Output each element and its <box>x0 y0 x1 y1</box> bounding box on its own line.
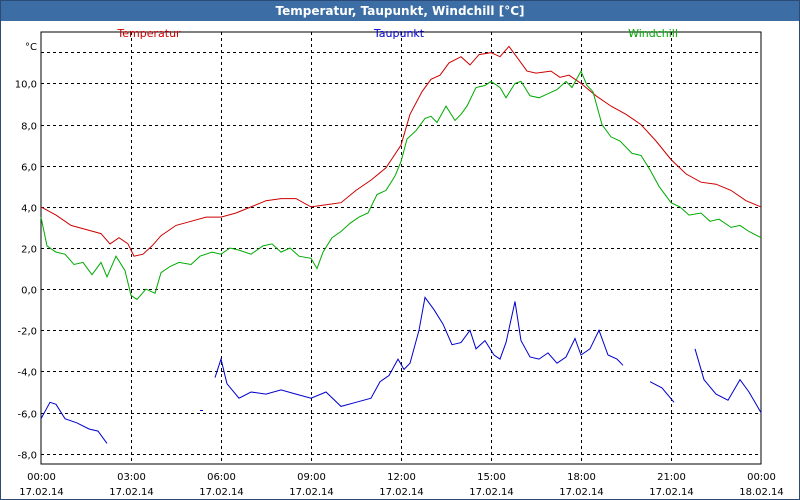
y-tick-label: 2,0 <box>21 245 37 256</box>
window-title: Temperatur, Taupunkt, Windchill [°C] <box>1 1 799 21</box>
legend-taupunkt: Taupunkt <box>373 27 425 40</box>
x-tick-date: 17.02.14 <box>109 487 154 498</box>
legend-temperatur: Temperatur <box>116 27 181 40</box>
x-tick-date: 17.02.14 <box>379 487 424 498</box>
legend-windchill: Windchill <box>628 27 678 40</box>
x-tick-time: 18:00 <box>567 472 596 483</box>
x-tick-date: 17.02.14 <box>199 487 244 498</box>
y-tick-label: 8,0 <box>21 122 37 133</box>
x-tick-date: 17.02.14 <box>559 487 604 498</box>
x-tick-time: 09:00 <box>297 472 326 483</box>
x-tick-time: 06:00 <box>207 472 236 483</box>
x-tick-time: 00:00 <box>27 472 56 483</box>
y-tick-label: 4,0 <box>21 204 37 215</box>
x-tick-date: 17.02.14 <box>289 487 334 498</box>
x-tick-time: 00:00 <box>747 472 776 483</box>
series-line-windchill <box>40 69 762 301</box>
x-tick-time: 15:00 <box>477 472 506 483</box>
y-axis-unit: °C <box>25 42 37 53</box>
y-tick-label: -6,0 <box>17 410 37 421</box>
x-tick-date: 18.02.14 <box>739 487 784 498</box>
x-tick-date: 17.02.14 <box>649 487 694 498</box>
x-tick-date: 17.02.14 <box>469 487 514 498</box>
series-line-taupunkt <box>40 401 108 444</box>
y-tick-label: 10,0 <box>15 80 37 91</box>
x-tick-time: 12:00 <box>387 472 416 483</box>
series-line-temperatur <box>40 45 762 257</box>
series-line-taupunkt <box>694 348 762 413</box>
y-tick-label: -4,0 <box>17 368 37 379</box>
y-tick-label: -8,0 <box>17 451 37 462</box>
y-tick-label: 0,0 <box>21 286 37 297</box>
y-tick-label: -2,0 <box>17 327 37 338</box>
x-tick-time: 03:00 <box>117 472 146 483</box>
series-line-taupunkt <box>214 296 624 407</box>
x-tick-date: 17.02.14 <box>19 487 64 498</box>
y-tick-label: 6,0 <box>21 163 37 174</box>
x-tick-time: 21:00 <box>657 472 686 483</box>
series-line-taupunkt <box>649 381 675 403</box>
